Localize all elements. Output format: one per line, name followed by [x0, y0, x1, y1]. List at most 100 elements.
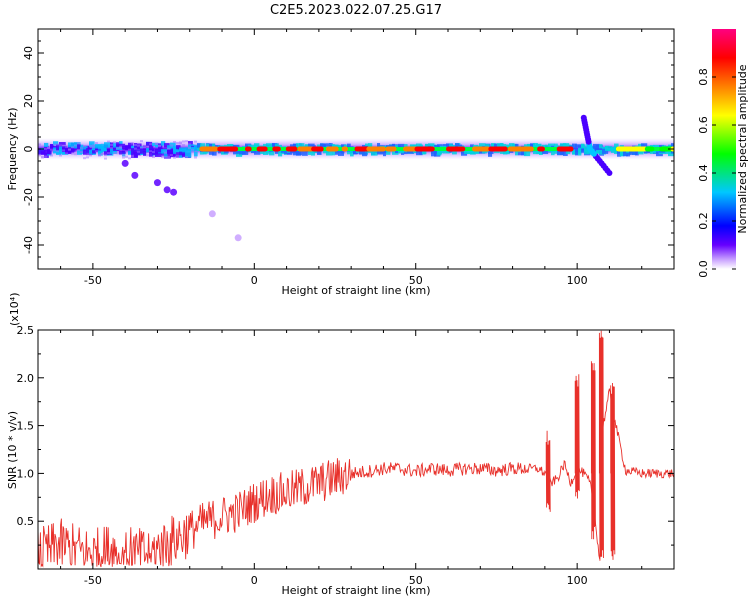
colorbar-tick-label: 0.4: [697, 164, 710, 182]
heatmap-spot: [131, 171, 139, 179]
heatmap-cell: [44, 152, 49, 158]
heatmap-cell: [173, 140, 176, 143]
heatmap-cell: [47, 149, 52, 155]
heatmap-cell: [53, 149, 56, 152]
heatmap-cell: [194, 140, 197, 143]
heatmap-cell: [92, 144, 95, 147]
heatmap-cell: [122, 151, 126, 157]
heatmap-cell: [581, 148, 587, 153]
heatmap-cell: [233, 150, 239, 155]
heatmap-cell: [554, 148, 559, 154]
snr-spike: [610, 382, 616, 560]
heatmap-cell: [98, 150, 103, 154]
spectrogram-xlabel: Height of straight line (km): [281, 284, 430, 297]
x-tick-label: 50: [409, 274, 423, 287]
heatmap-cell: [209, 149, 214, 155]
heatmap-cell: [194, 151, 198, 157]
ridge-peak: [199, 146, 219, 152]
snr-spike: [545, 430, 551, 512]
heatmap-cell: [95, 142, 98, 145]
heatmap-cell: [455, 143, 460, 148]
heatmap-cell: [623, 150, 629, 157]
heatmap-cell: [449, 143, 453, 149]
heatmap-cell: [629, 150, 633, 155]
heatmap-cell: [170, 144, 173, 147]
ridge-peak: [256, 146, 268, 152]
heatmap-cell: [98, 144, 102, 150]
heatmap-cell: [161, 149, 168, 154]
snr-xlabel: Height of straight line (km): [281, 584, 430, 597]
heatmap-cell: [101, 152, 104, 155]
heatmap-cell: [395, 149, 400, 154]
heatmap-cell: [191, 148, 194, 151]
heatmap-cell: [128, 142, 134, 147]
heatmap-cell: [278, 144, 282, 149]
heatmap-cell: [509, 143, 515, 149]
heatmap-cell: [86, 156, 89, 159]
heatmap-cell: [515, 149, 519, 156]
y-tick-label: 0: [22, 146, 35, 153]
heatmap-cell: [113, 141, 116, 144]
heatmap-cell: [269, 150, 275, 156]
heatmap-cell: [92, 146, 95, 149]
heatmap-cell: [50, 148, 53, 151]
heatmap-cell: [119, 143, 126, 147]
heatmap-cell: [161, 152, 167, 157]
heatmap-cell: [326, 143, 331, 147]
heatmap-cell: [479, 143, 486, 148]
heatmap-cell: [53, 143, 56, 146]
heatmap-cell: [140, 146, 143, 149]
colorbar-tick-label: 0.8: [697, 68, 710, 86]
heatmap-cell: [242, 150, 249, 155]
heatmap-cell: [608, 148, 614, 152]
ridge-peak: [244, 146, 252, 152]
ridge-peak: [427, 146, 435, 152]
heatmap-cell: [110, 143, 113, 146]
heatmap-cell: [134, 147, 137, 150]
heatmap-cell: [77, 148, 80, 151]
heatmap-cell: [404, 150, 408, 155]
snr-series-line: [38, 388, 674, 568]
heatmap-cell: [176, 155, 179, 158]
heatmap-cell: [149, 151, 154, 157]
heatmap-cell: [149, 143, 152, 146]
ridge-peak: [227, 146, 239, 152]
heatmap-cell: [152, 151, 155, 154]
y-tick-label: 0.5: [17, 515, 35, 528]
heatmap-cell: [527, 144, 531, 149]
heatmap-cell: [470, 149, 475, 155]
heatmap-cell: [362, 150, 368, 157]
heatmap-cell: [143, 146, 146, 149]
heatmap-cell: [65, 152, 68, 155]
heatmap-cell: [281, 149, 286, 153]
heatmap-cell: [71, 146, 74, 149]
heatmap-cell: [197, 143, 202, 149]
heatmap-cell: [107, 140, 110, 143]
heatmap-cell: [83, 145, 86, 148]
heatmap-cell: [188, 147, 191, 150]
heatmap-cell: [386, 150, 391, 155]
heatmap-cell: [44, 142, 49, 148]
heatmap-cell: [59, 142, 66, 146]
colorbar-gradient: [712, 29, 736, 269]
heatmap-cell: [128, 157, 131, 160]
heatmap-cell: [419, 149, 423, 155]
y-tick-label: 2.5: [17, 324, 35, 337]
heatmap-cell: [80, 151, 83, 154]
colorbar-label: Normalized spectral amplitude: [736, 64, 749, 233]
heatmap-cell: [179, 142, 182, 145]
heatmap-cell: [302, 150, 308, 156]
heatmap-cell: [68, 142, 74, 149]
heatmap-cell: [506, 148, 510, 155]
heatmap-cell: [104, 142, 111, 148]
heatmap-cell: [83, 151, 88, 155]
y-tick-label: 1.0: [17, 467, 35, 480]
heatmap-cell: [104, 151, 109, 156]
heatmap-cell: [56, 143, 59, 146]
heatmap-cell: [248, 144, 255, 149]
heatmap-cell: [89, 144, 92, 147]
heatmap-cell: [131, 148, 137, 153]
heatmap-cell: [260, 150, 265, 155]
ridge-peak: [556, 146, 574, 152]
heatmap-spot: [234, 234, 242, 242]
